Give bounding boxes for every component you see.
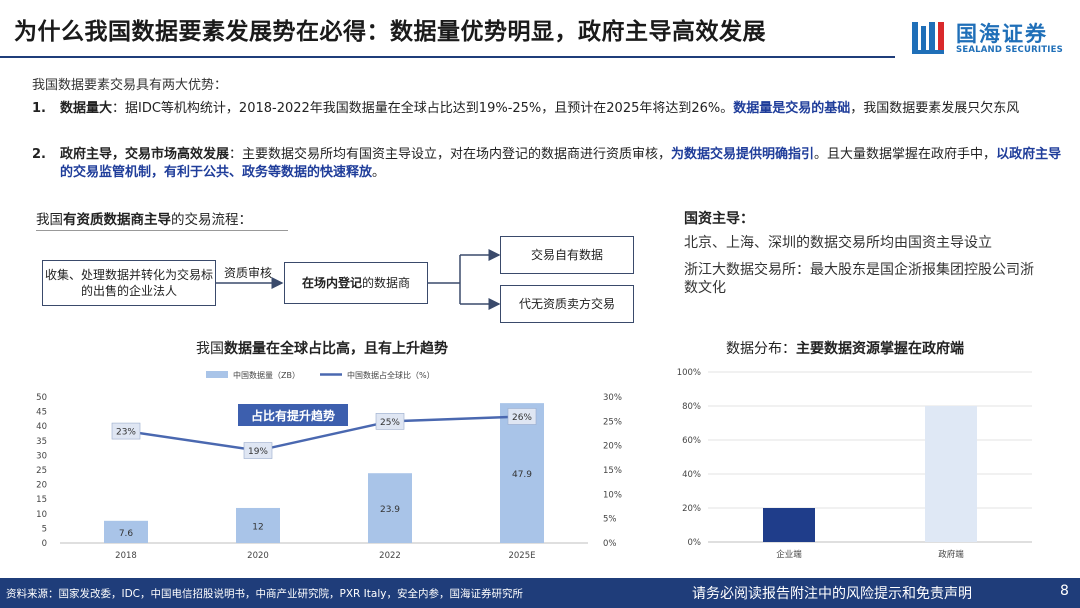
chart1-x-tick-label: 2020 — [247, 551, 269, 561]
chart1-bar — [368, 473, 412, 543]
footer-bar — [0, 578, 1080, 608]
advantage-point-1: 1. 数据量大：据IDC等机构统计，2018-2022年我国数据量在全球占比达到… — [32, 100, 1062, 118]
chart1-title-bold: 数据量在全球占比高，且有上升趋势 — [224, 341, 448, 357]
state-asset-line-2: 浙江大数据交易所：最大股东是国企浙报集团控股公司浙数文化 — [684, 262, 1034, 296]
point-mid: 。且大量数据掌握在政府手中， — [814, 147, 997, 162]
chart1-left-tick-label: 30 — [36, 451, 47, 461]
flow-heading-post: 的交易流程： — [171, 212, 252, 228]
chart1-right-tick-label: 15% — [603, 466, 622, 476]
chart1-line-label-box — [111, 422, 141, 440]
chart1-left-tick-label: 20 — [36, 481, 47, 491]
logo-name-en: SEALAND SECURITIES — [956, 45, 1063, 55]
chart1-left-tick-label: 40 — [36, 422, 47, 432]
chart1-left-tick-label: 15 — [36, 495, 47, 505]
point-lead: 政府主导，交易市场高效发展 — [60, 147, 230, 162]
chart2-y-tick-label: 0% — [688, 538, 702, 548]
point-highlight: 为数据交易提供明确指引 — [671, 147, 815, 162]
chart1-legend-bar-label: 中国数据量（ZB） — [233, 370, 300, 380]
chart1-bar — [500, 403, 544, 543]
chart2-y-tick-label: 100% — [677, 368, 701, 378]
chart1-left-tick-label: 10 — [36, 510, 47, 520]
state-asset-heading: 国资主导： — [684, 211, 754, 227]
logo-name-cn: 国海证券 — [956, 22, 1048, 46]
chart2-x-tick-label: 政府端 — [938, 549, 964, 560]
chart2-title: 数据分布：主要数据资源掌握在政府端 — [726, 338, 964, 358]
chart1-right-tick-label: 5% — [603, 515, 617, 525]
point-number: 1. — [32, 101, 46, 116]
chart1-left-tick-label: 50 — [36, 393, 47, 403]
chart1-x-tick-label: 2022 — [379, 551, 401, 561]
chart1-bar-label: 23.9 — [380, 505, 400, 515]
chart1-line-label: 25% — [380, 418, 400, 428]
chart1-right-tick-label: 10% — [603, 490, 622, 500]
chart1-x-tick-label: 2018 — [115, 551, 137, 561]
chart1-line-label: 19% — [248, 447, 268, 457]
chart2-bar — [763, 508, 815, 542]
footer-disclaimer: 请务必阅读报告附注中的风险提示和免责声明 — [692, 586, 972, 602]
chart1-left-tick-label: 25 — [36, 466, 47, 476]
chart1-bar — [236, 507, 280, 543]
chart1-bar-label: 47.9 — [512, 470, 532, 480]
chart1-title-pre: 我国 — [196, 341, 224, 357]
flow-middle-bold: 在场内登记 — [301, 276, 362, 290]
chart2-title-pre: 数据分布： — [726, 341, 796, 357]
title-divider — [0, 56, 895, 58]
chart1-right-tick-label: 0% — [603, 539, 617, 549]
company-logo: 国海证券 SEALAND SECURITIES — [910, 18, 1070, 60]
point-number: 2. — [32, 147, 46, 162]
chart1-bar-label: 7.6 — [119, 529, 134, 539]
chart1-right-tick-label: 30% — [603, 393, 622, 403]
flow-box-own-data: 交易自有数据 — [500, 236, 634, 274]
point-lead: 数据量大 — [60, 101, 113, 116]
point-body: ：据IDC等机构统计，2018-2022年我国数据量在全球占比达到19%-25%… — [112, 101, 734, 116]
point-tail: 。 — [372, 165, 386, 180]
flow-middle-post: 的数据商 — [362, 276, 411, 290]
flow-heading-pre: 我国 — [36, 212, 63, 228]
intro-text: 我国数据要素交易具有两大优势： — [32, 78, 228, 93]
page-number: 8 — [1060, 583, 1069, 599]
point-tail: ，我国数据要素发展只欠东风 — [850, 101, 1020, 116]
page-title: 为什么我国数据要素发展势在必得：数据量优势明显，政府主导高效发展 — [14, 19, 766, 45]
point-body: ：主要数据交易所均有国资主导设立，对在场内登记的数据商进行资质审核， — [229, 147, 672, 162]
flow-heading: 我国有资质数据商主导的交易流程： — [36, 208, 288, 231]
flow-review-label: 资质审核 — [224, 266, 273, 280]
flow-box-enterprise: 收集、处理数据并转化为交易标的出售的企业法人 — [42, 260, 216, 306]
chart2-title-bold: 主要数据资源掌握在政府端 — [796, 341, 964, 357]
point-highlight-2: 以政府主导的交易监管机制，有利于公共、政务等数据的快速释放 — [60, 147, 1062, 180]
chart1-bar — [104, 520, 148, 543]
chart1-legend-bar-swatch — [206, 371, 228, 378]
sealand-logo-icon — [912, 22, 944, 54]
chart1-share-line — [125, 415, 523, 452]
chart1-line-label: 23% — [116, 428, 136, 438]
flow-box-registered-dealer: 在场内登记 的数据商 — [284, 262, 428, 304]
advantage-point-2: 2. 政府主导，交易市场高效发展：主要数据交易所均有国资主导设立，对在场内登记的… — [32, 146, 1062, 182]
footer-sources: 资料来源：国家发改委，IDC，中国电信招股说明书，中商产业研究院，PXR Ita… — [6, 588, 523, 600]
chart1-legend-line-label: 中国数据占全球比（%） — [347, 370, 435, 380]
chart1-line-label-box — [243, 442, 273, 459]
chart1-title: 我国数据量在全球占比高，且有上升趋势 — [196, 338, 448, 358]
chart1-left-tick-label: 35 — [36, 437, 47, 447]
chart2-y-tick-label: 80% — [682, 402, 701, 412]
state-asset-line-1: 北京、上海、深圳的数据交易所均由国资主导设立 — [684, 235, 992, 251]
trend-callout: 占比有提升趋势 — [238, 404, 348, 426]
chart1-left-tick-label: 5 — [42, 524, 47, 534]
chart2-y-tick-label: 60% — [682, 436, 701, 446]
chart2-y-tick-label: 20% — [682, 504, 701, 514]
chart1-right-tick-label: 25% — [603, 417, 622, 427]
chart1-line-label-box — [375, 413, 405, 430]
chart1-left-tick-label: 45 — [36, 408, 47, 418]
chart2-y-tick-label: 40% — [682, 470, 701, 480]
chart2-x-tick-label: 企业端 — [776, 549, 802, 560]
chart2-bar — [925, 406, 977, 542]
chart1-x-tick-label: 2025E — [508, 551, 535, 561]
chart1-bar-label: 12 — [252, 522, 263, 532]
chart1-left-tick-label: 0 — [42, 539, 47, 549]
chart1-line-label: 26% — [512, 413, 532, 423]
flow-heading-bold: 有资质数据商主导 — [63, 212, 171, 228]
flow-box-proxy-trade: 代无资质卖方交易 — [500, 285, 634, 323]
chart1-right-tick-label: 20% — [603, 442, 622, 452]
point-highlight: 数据量是交易的基础 — [733, 101, 851, 116]
chart1-line-label-box — [507, 408, 537, 425]
